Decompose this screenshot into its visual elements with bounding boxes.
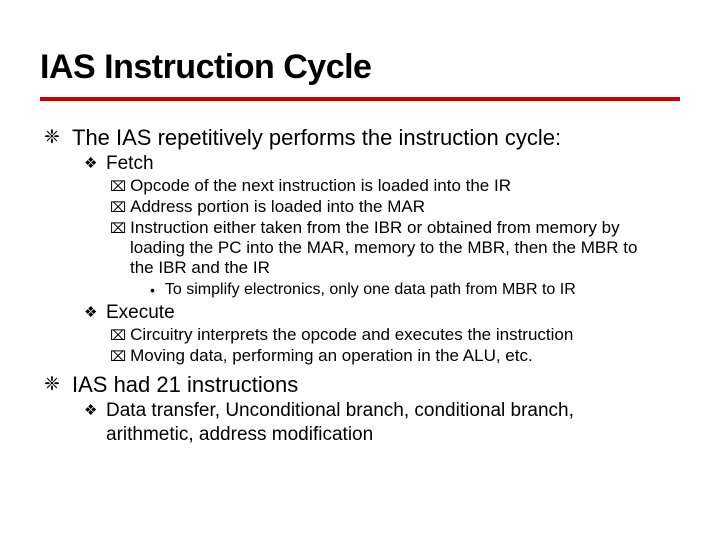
- bullet-text: To simplify electronics, only one data p…: [165, 280, 576, 300]
- bullet-lvl4: • To simplify electronics, only one data…: [150, 280, 680, 300]
- boxed-x-icon: ⌧: [110, 346, 126, 366]
- boxed-x-icon: ⌧: [110, 197, 126, 217]
- bullet-text: Fetch: [106, 153, 154, 175]
- bullet-lvl1: ❈ IAS had 21 instructions: [44, 372, 680, 398]
- bullet-text: IAS had 21 instructions: [72, 372, 298, 398]
- slide-title: IAS Instruction Cycle: [40, 48, 680, 87]
- bullet-lvl3: ⌧ Opcode of the next instruction is load…: [110, 176, 680, 196]
- flower-icon: ❈: [44, 372, 64, 398]
- bullet-text: Moving data, performing an operation in …: [130, 346, 533, 366]
- boxed-x-icon: ⌧: [110, 176, 126, 196]
- bullet-text: Opcode of the next instruction is loaded…: [130, 176, 511, 196]
- diamond-icon: ❖: [84, 400, 100, 422]
- bullet-text: arithmetic, address modification: [106, 424, 373, 446]
- title-rule: [40, 97, 680, 101]
- boxed-x-icon: ⌧: [110, 218, 126, 238]
- bullet-lvl2: ❖ Fetch: [84, 153, 680, 175]
- bullet-lvl1: ❈ The IAS repetitively performs the inst…: [44, 125, 680, 151]
- dot-icon: •: [150, 280, 155, 300]
- bullet-lvl3: ⌧ Instruction either taken from the IBR …: [110, 218, 680, 238]
- bullet-lvl2-wrap: arithmetic, address modification: [106, 424, 680, 446]
- bullet-text: Instruction either taken from the IBR or…: [130, 218, 619, 238]
- bullet-text: Execute: [106, 302, 175, 324]
- bullet-lvl2: ❖ Data transfer, Unconditional branch, c…: [84, 400, 680, 422]
- bullet-text-wrap: the IBR and the IR: [130, 258, 680, 278]
- bullet-text-wrap: loading the PC into the MAR, memory to t…: [130, 238, 680, 258]
- bullet-lvl3: ⌧ Circuitry interprets the opcode and ex…: [110, 325, 680, 345]
- boxed-x-icon: ⌧: [110, 325, 126, 345]
- bullet-lvl3: ⌧ Moving data, performing an operation i…: [110, 346, 680, 366]
- bullet-text: The IAS repetitively performs the instru…: [72, 125, 561, 151]
- bullet-text: Address portion is loaded into the MAR: [130, 197, 425, 217]
- diamond-icon: ❖: [84, 302, 100, 324]
- bullet-text: Data transfer, Unconditional branch, con…: [106, 400, 574, 422]
- diamond-icon: ❖: [84, 153, 100, 175]
- bullet-lvl2: ❖ Execute: [84, 302, 680, 324]
- flower-icon: ❈: [44, 125, 64, 151]
- bullet-text: Circuitry interprets the opcode and exec…: [130, 325, 573, 345]
- bullet-lvl3: ⌧ Address portion is loaded into the MAR: [110, 197, 680, 217]
